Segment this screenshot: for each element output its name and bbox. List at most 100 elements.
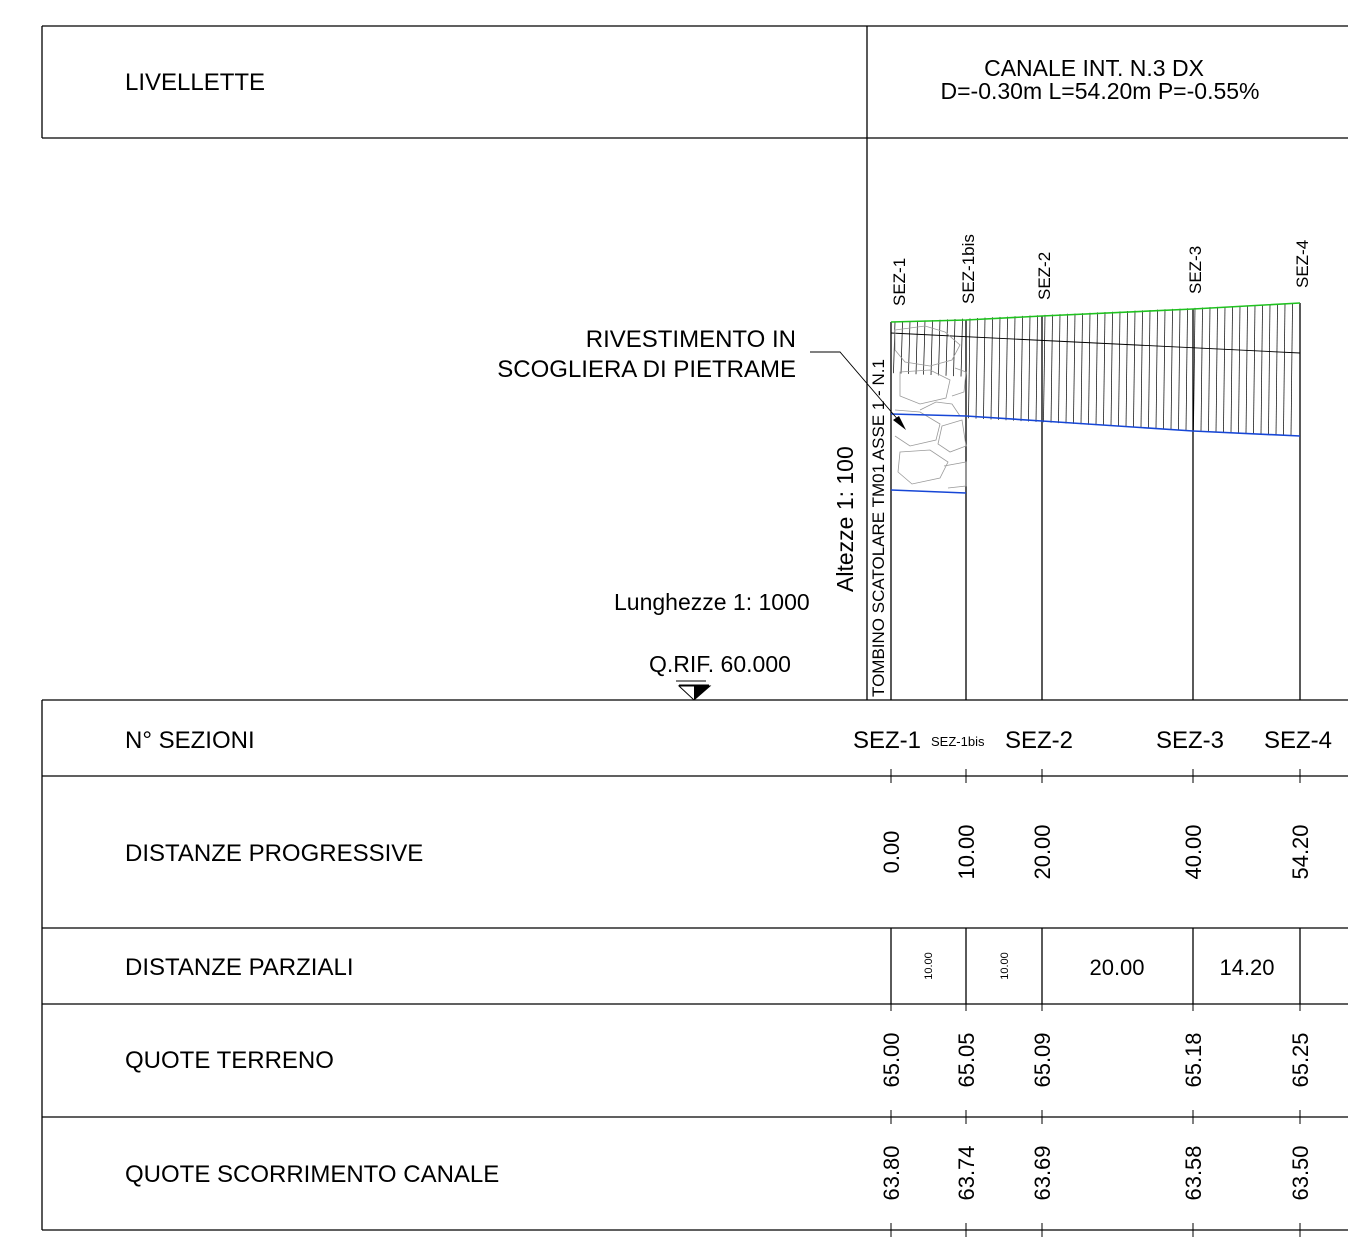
lunghezze-scale-label: Lunghezze 1: 1000 <box>614 589 810 615</box>
scorrimento-cell: 63.80 <box>879 1145 904 1200</box>
header-box <box>41 25 1348 700</box>
parziali-cell: 10.00 <box>923 952 935 980</box>
progressive-cell: 20.00 <box>1030 824 1055 879</box>
scorrimento-cell: 63.50 <box>1288 1145 1313 1200</box>
terreno-cell: 65.25 <box>1288 1032 1313 1087</box>
hatch-stroke <box>1238 305 1241 433</box>
sezioni-cell: SEZ-2 <box>1005 727 1073 754</box>
section-label-sez-2: SEZ-2 <box>1035 252 1054 300</box>
channel-params: D=-0.30m L=54.20m P=-0.55% <box>941 78 1260 104</box>
parziali-cell: 14.20 <box>1219 955 1274 980</box>
progressive-cell: 40.00 <box>1181 824 1206 879</box>
terreno-cell: 65.09 <box>1030 1032 1055 1087</box>
hatch-stroke <box>1110 311 1113 426</box>
hatch-stroke <box>1155 309 1158 429</box>
hatch-stroke <box>1208 307 1211 432</box>
hatch-stroke <box>1073 313 1076 424</box>
section-verticals <box>890 303 1301 700</box>
hatch-stroke <box>990 317 993 420</box>
progressive-cell: 0.00 <box>879 831 904 874</box>
reference-level-marker <box>676 680 712 701</box>
parziali-cell: 20.00 <box>1089 955 1144 980</box>
hatch-stroke <box>1275 304 1278 435</box>
tombino-label: TOMBINO SCATOLARE TM01 ASSE 1 - N.1 <box>869 359 888 697</box>
terreno-cell: 65.05 <box>954 1032 979 1087</box>
sezioni-cell: SEZ-1bis <box>931 734 985 749</box>
bank-hatching <box>893 303 1293 436</box>
hatch-stroke <box>1170 308 1173 430</box>
hatch-stroke <box>1058 314 1061 424</box>
progressive-cell: 54.20 <box>1288 824 1313 879</box>
row-label-scorrimento: QUOTE SCORRIMENTO CANALE <box>125 1161 499 1188</box>
hatch-stroke <box>1140 310 1143 428</box>
culvert-invert-line <box>890 489 967 494</box>
hatch-stroke <box>1118 311 1121 427</box>
hatch-stroke <box>983 317 986 420</box>
section-label-sez-1bis: SEZ-1bis <box>959 234 978 304</box>
hatch-stroke <box>953 319 956 377</box>
row-label-progressive: DISTANZE PROGRESSIVE <box>125 840 423 867</box>
hatch-stroke <box>1163 309 1166 429</box>
hatch-stroke <box>1253 305 1256 434</box>
hatch-stroke <box>1088 312 1091 425</box>
hatch-stroke <box>1080 313 1083 425</box>
hatch-stroke <box>1178 308 1181 430</box>
scorrimento-cell: 63.58 <box>1181 1145 1206 1200</box>
livellette-label: LIVELLETTE <box>125 69 265 96</box>
terreno-cell: 65.18 <box>1181 1032 1206 1087</box>
hatch-stroke <box>1020 315 1023 422</box>
data-table-grid <box>41 699 1348 1231</box>
hatch-stroke <box>1283 303 1286 436</box>
row-label-parziali: DISTANZE PARZIALI <box>125 954 353 981</box>
hatch-stroke <box>1065 313 1068 424</box>
altezze-scale-label: Altezze 1: 100 <box>832 446 858 592</box>
hatch-stroke <box>975 317 978 419</box>
hatch-stroke <box>1230 306 1233 433</box>
hatch-stroke <box>1133 310 1136 428</box>
hatch-stroke <box>1215 306 1218 432</box>
scorrimento-cell: 63.74 <box>954 1145 979 1200</box>
progressive-cell: 10.00 <box>954 824 979 879</box>
hatch-stroke <box>938 319 941 376</box>
hatch-stroke <box>1260 304 1263 434</box>
sezioni-cell: SEZ-1 <box>853 727 921 754</box>
section-label-sez-3: SEZ-3 <box>1186 246 1205 294</box>
hatch-stroke <box>915 320 918 375</box>
rivestimento-leader <box>810 351 906 430</box>
hatch-stroke <box>1050 314 1053 423</box>
terreno-cell: 65.00 <box>879 1032 904 1087</box>
hatch-stroke <box>900 321 903 374</box>
hatch-stroke <box>1125 311 1128 427</box>
section-label-sez-4: SEZ-4 <box>1293 240 1312 288</box>
hatch-stroke <box>1245 305 1248 434</box>
hatch-stroke <box>908 321 911 374</box>
hatch-stroke <box>1290 303 1293 436</box>
hatch-stroke <box>923 320 926 375</box>
hatch-stroke <box>1148 309 1151 428</box>
parziali-cell: 10.00 <box>999 952 1011 980</box>
hatch-stroke <box>1268 304 1271 435</box>
hatch-stroke <box>1005 316 1008 421</box>
channel-invert-line <box>890 413 1301 437</box>
hatch-stroke <box>1095 312 1098 426</box>
hatch-stroke <box>945 319 948 376</box>
hatch-stroke <box>1200 307 1203 431</box>
hatch-stroke <box>1035 315 1038 422</box>
hatch-stroke <box>1223 306 1226 432</box>
hatch-stroke <box>1193 307 1196 431</box>
rivestimento-label-line1: RIVESTIMENTO IN <box>586 326 796 353</box>
hatch-stroke <box>998 316 1001 420</box>
hatch-stroke <box>968 318 971 419</box>
sezioni-cell: SEZ-4 <box>1264 727 1332 754</box>
bank-top-line <box>890 332 1301 354</box>
hatch-stroke <box>960 318 963 377</box>
hatch-stroke <box>1043 314 1046 423</box>
sezioni-cell: SEZ-3 <box>1156 727 1224 754</box>
channel-title: CANALE INT. N.3 DX <box>984 55 1204 81</box>
row-label-terreno: QUOTE TERRENO <box>125 1047 334 1074</box>
rivestimento-label-line2: SCOGLIERA DI PIETRAME <box>497 356 796 383</box>
table-ticks <box>890 769 1301 1237</box>
hatch-stroke <box>1103 312 1106 426</box>
ground-line <box>890 302 1301 323</box>
